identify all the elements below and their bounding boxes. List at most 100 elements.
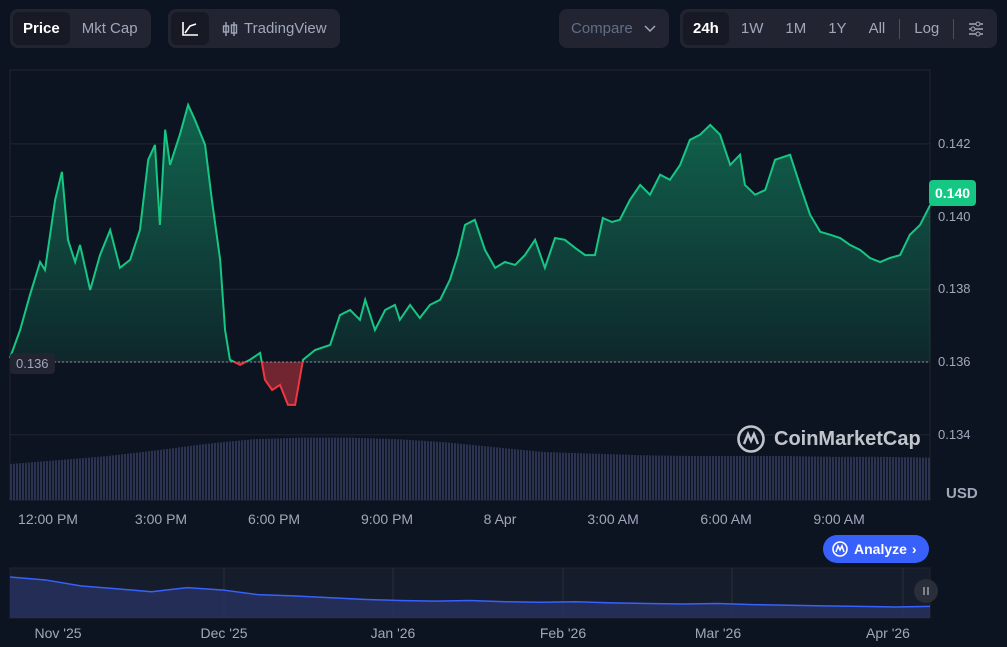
volume-bar (178, 447, 180, 500)
volume-bar (16, 463, 18, 500)
volume-bar (199, 444, 201, 500)
navigator-handle[interactable] (914, 579, 938, 603)
volume-bar (535, 451, 537, 500)
volume-bar (604, 454, 606, 500)
volume-bar (73, 458, 75, 500)
volume-bar (118, 454, 120, 500)
volume-bar (619, 454, 621, 500)
tab-price[interactable]: Price (13, 12, 70, 45)
volume-bar (103, 456, 105, 500)
volume-bar (517, 449, 519, 500)
volume-bar (727, 456, 729, 500)
tab-mkt-cap[interactable]: Mkt Cap (81, 20, 138, 37)
volume-bar (505, 448, 507, 500)
volume-bar (196, 445, 198, 500)
volume-bar (574, 453, 576, 500)
volume-bar (457, 443, 459, 500)
log-scale-button[interactable]: Log (914, 20, 940, 37)
line-chart-icon (182, 21, 198, 36)
volume-bar (151, 450, 153, 500)
volume-bar (373, 438, 375, 500)
volume-bar (28, 462, 30, 500)
volume-bar (304, 437, 306, 500)
x-tick-label: 6:00 AM (700, 511, 752, 527)
volume-bar (133, 452, 135, 500)
volume-bar (913, 457, 915, 500)
volume-bar (382, 438, 384, 500)
volume-bar (229, 441, 231, 500)
compare-dropdown[interactable]: Compare (559, 9, 669, 48)
volume-bar (358, 437, 360, 500)
volume-bar (622, 454, 624, 500)
volume-bar (364, 438, 366, 500)
volume-bar (442, 442, 444, 500)
volume-bar (823, 456, 825, 500)
volume-bar (70, 459, 72, 500)
volume-bar (49, 460, 51, 500)
volume-bar (445, 442, 447, 500)
volume-bar (346, 437, 348, 500)
volume-bar (427, 441, 429, 500)
volume-bar (181, 446, 183, 500)
volume-bar (694, 456, 696, 500)
volume-bar (898, 457, 900, 500)
volume-bar (301, 437, 303, 500)
analyze-icon (832, 541, 848, 557)
navigator-area (10, 577, 930, 618)
chevron-right-icon: › (911, 541, 917, 557)
volume-bar (886, 456, 888, 500)
range-1y[interactable]: 1Y (828, 20, 847, 37)
volume-bar (556, 452, 558, 500)
volume-bar (79, 458, 81, 500)
volume-bar (601, 453, 603, 500)
volume-bar (292, 437, 294, 500)
volume-bar (391, 438, 393, 500)
volume-bar (682, 455, 684, 500)
volume-bar (919, 457, 921, 500)
volume-bar (544, 452, 546, 500)
volume-bar (637, 455, 639, 500)
volume-bar (202, 444, 204, 500)
volume-bar (850, 456, 852, 500)
volume-bar (766, 456, 768, 500)
volume-bar (13, 463, 15, 500)
range-1w[interactable]: 1W (740, 20, 764, 37)
volume-bar (706, 456, 708, 500)
volume-bar (838, 456, 840, 500)
volume-bar (349, 437, 351, 500)
volume-bar (910, 457, 912, 500)
volume-bar (163, 449, 165, 500)
volume-bar (880, 456, 882, 500)
open-price-tag: 0.136 (10, 353, 55, 374)
volume-bar (835, 456, 837, 500)
volume-bar (394, 439, 396, 500)
volume-bar (58, 460, 60, 500)
range-1m[interactable]: 1M (785, 20, 807, 37)
volume-bar (307, 437, 309, 500)
volume-bar (802, 456, 804, 500)
volume-bar (448, 442, 450, 500)
volume-bar (31, 462, 33, 500)
tradingview-button[interactable]: TradingView (211, 12, 337, 45)
volume-bar (142, 451, 144, 500)
volume-bar (643, 455, 645, 500)
range-24h[interactable]: 24h (683, 12, 729, 45)
volume-bar (343, 437, 345, 500)
volume-bar (616, 454, 618, 500)
currency-label: USD (946, 485, 978, 502)
line-chart-button[interactable] (171, 12, 209, 45)
volume-bar (655, 455, 657, 500)
volume-bar (406, 439, 408, 500)
range-all[interactable]: All (868, 20, 886, 37)
volume-bar (145, 451, 147, 500)
volume-bar (760, 456, 762, 500)
volume-bar (586, 453, 588, 500)
settings-button[interactable] (958, 12, 994, 45)
volume-bar (154, 450, 156, 500)
volume-bar (193, 445, 195, 500)
volume-bar (820, 456, 822, 500)
analyze-button[interactable]: Analyze › (823, 535, 929, 563)
volume-bar (868, 456, 870, 500)
volume-bar (775, 456, 777, 500)
